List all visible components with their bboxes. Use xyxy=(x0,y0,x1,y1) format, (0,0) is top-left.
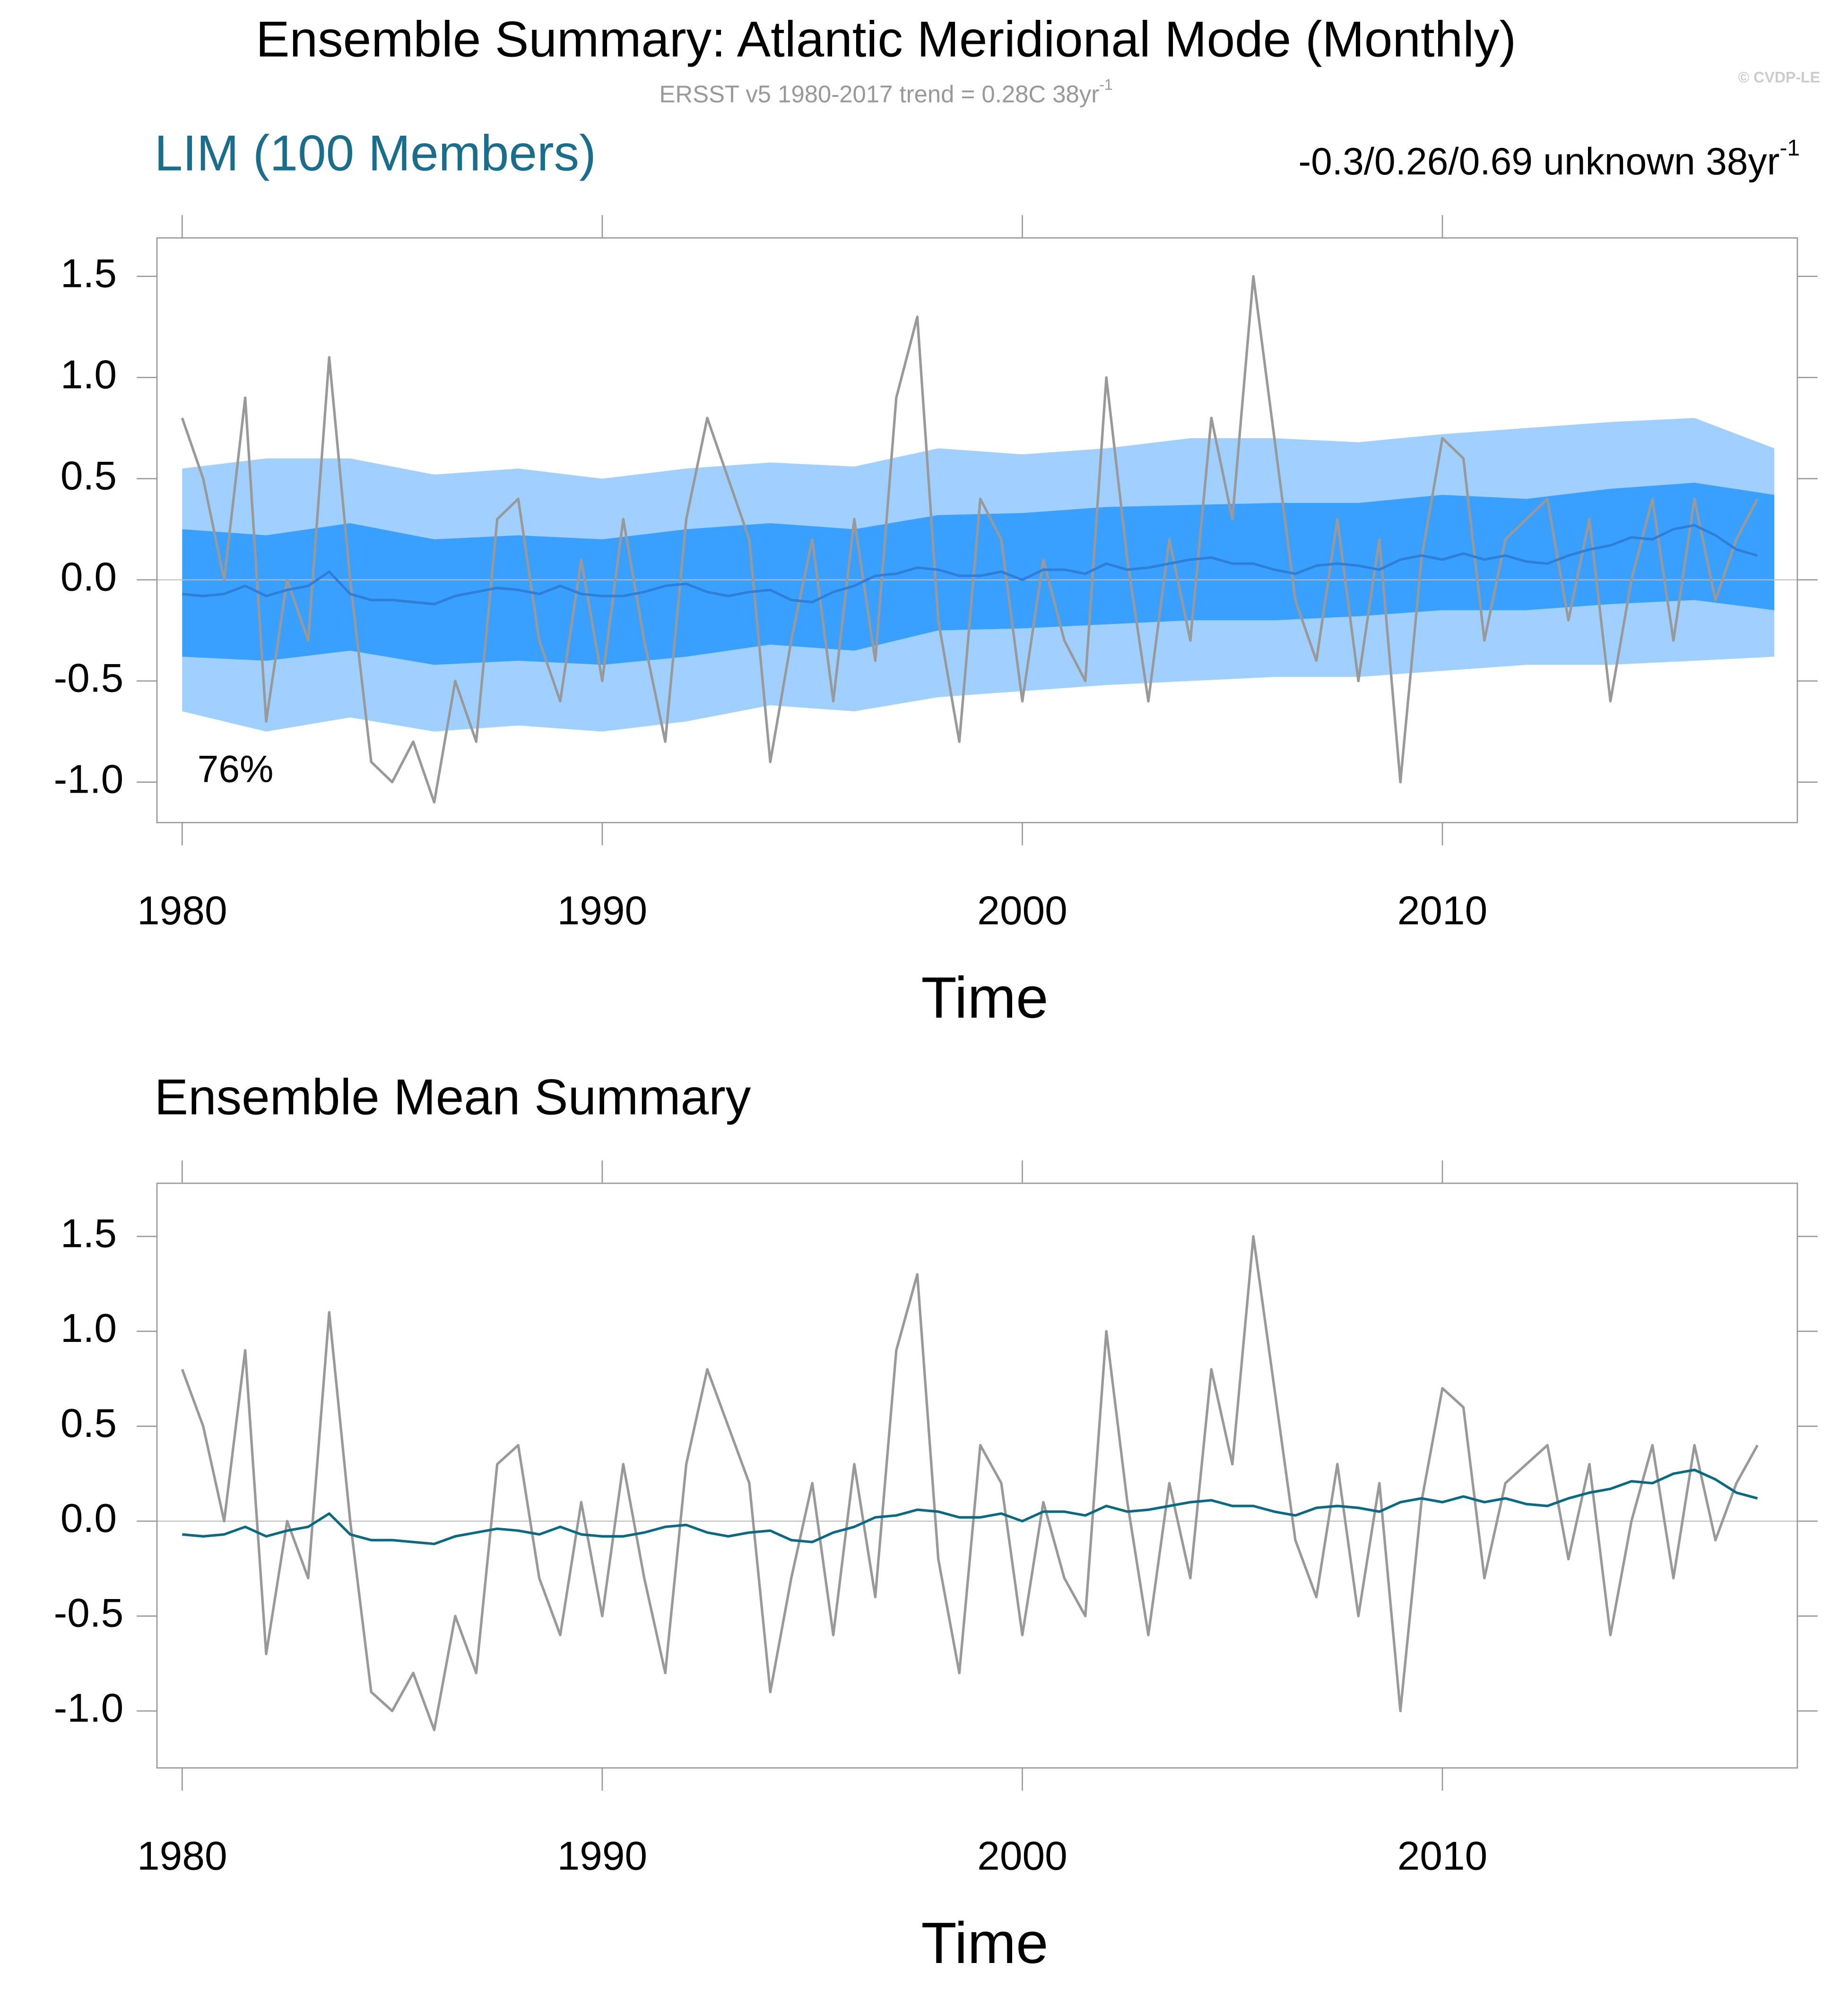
y-tick-label: -0.5 xyxy=(54,655,124,700)
x-tick-label: 1990 xyxy=(557,888,648,934)
y-tick-label: 0.5 xyxy=(61,453,117,498)
y-tick-label: 1.0 xyxy=(61,1306,117,1351)
x-axis-label: Time xyxy=(921,966,1048,1030)
series-line xyxy=(182,1469,1758,1546)
y-tick-label: -1.0 xyxy=(54,756,124,802)
y-tick-label: 0.0 xyxy=(61,554,117,599)
right-label-superscript: -1 xyxy=(1779,135,1800,161)
title: Ensemble Summary: Atlantic Meridional Mo… xyxy=(256,10,1516,67)
x-tick-label: 2000 xyxy=(977,1833,1067,1879)
left-label: Ensemble Mean Summary xyxy=(155,1069,751,1125)
x-tick-label: 1980 xyxy=(137,1833,227,1879)
x-tick-label: 2010 xyxy=(1397,888,1488,934)
y-tick-label: -1.0 xyxy=(54,1685,124,1730)
annotation: 76% xyxy=(198,748,274,790)
right-label-text: -0.3/0.26/0.69 unknown 38yr xyxy=(1298,140,1779,183)
left-label: LIM (100 Members) xyxy=(155,124,596,181)
series-line xyxy=(182,524,1758,605)
spread-band xyxy=(182,483,1775,665)
y-tick-label: 1.5 xyxy=(61,251,117,296)
x-tick-label: 2010 xyxy=(1397,1833,1488,1879)
series-line xyxy=(181,275,1759,804)
y-tick-label: 0.5 xyxy=(61,1401,117,1446)
x-tick-label: 1990 xyxy=(557,1833,648,1879)
copyright: © CVDP-LE xyxy=(1738,69,1821,86)
x-axis-label: Time xyxy=(921,1911,1048,1976)
subtitle-text: ERSST v5 1980-2017 trend = 0.28C 38yr xyxy=(659,81,1100,108)
y-tick-label: -0.5 xyxy=(54,1591,124,1636)
subtitle-superscript: -1 xyxy=(1099,77,1113,94)
series-line xyxy=(181,1235,1759,1731)
x-tick-label: 1980 xyxy=(137,888,227,934)
x-tick-label: 2000 xyxy=(977,888,1067,934)
y-tick-label: 0.0 xyxy=(61,1496,117,1541)
plot-frame xyxy=(156,237,1798,823)
y-tick-label: 1.0 xyxy=(61,352,117,397)
subtitle: ERSST v5 1980-2017 trend = 0.28C 38yr-1 xyxy=(659,77,1113,108)
y-tick-label: 1.5 xyxy=(61,1211,117,1256)
right-label: -0.3/0.26/0.69 unknown 38yr-1 xyxy=(1298,135,1800,183)
plot-frame xyxy=(156,1182,1798,1769)
